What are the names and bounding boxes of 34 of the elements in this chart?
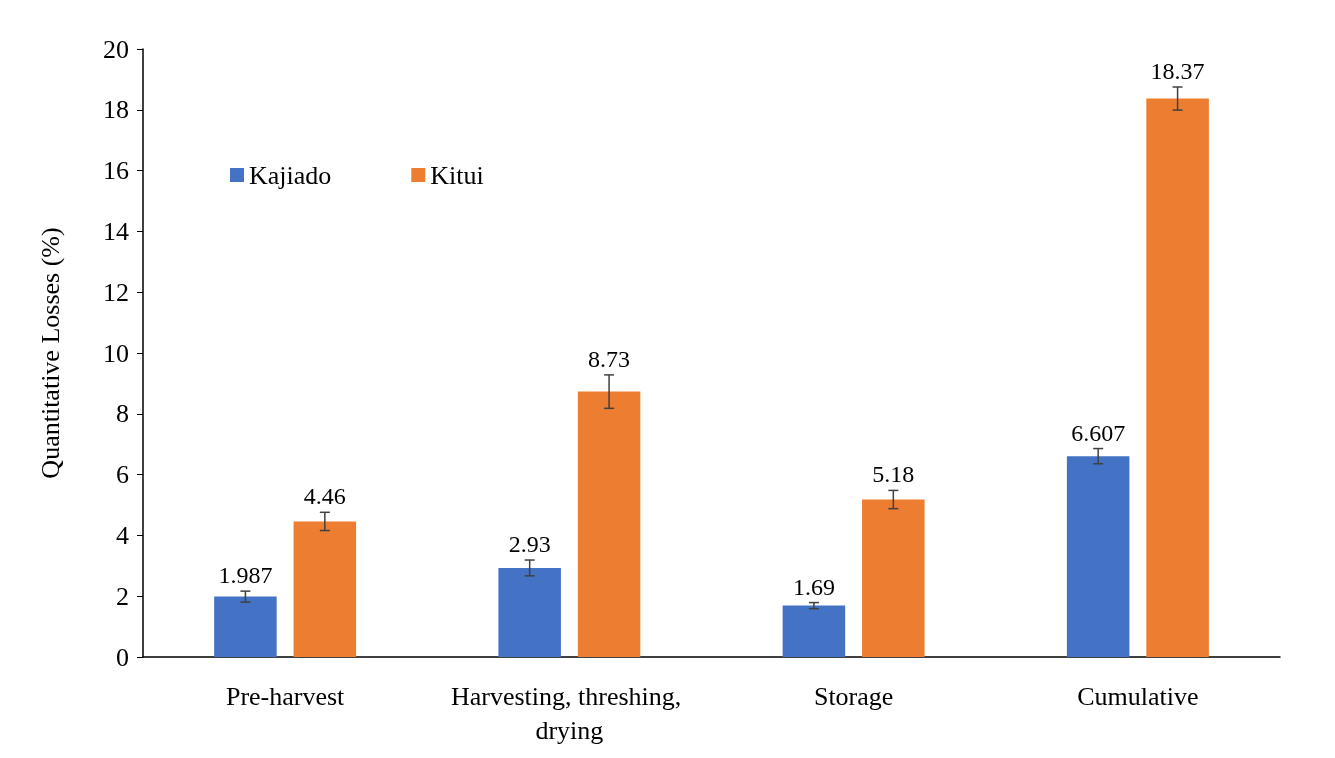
bar bbox=[1146, 98, 1209, 657]
y-tick-label: 18 bbox=[103, 95, 129, 125]
data-label: 1.69 bbox=[792, 573, 835, 600]
data-label: 5.18 bbox=[872, 461, 915, 488]
data-label: 6.607 bbox=[1071, 419, 1126, 446]
y-tick-label: 8 bbox=[116, 399, 129, 429]
y-tick-label: 0 bbox=[116, 642, 129, 672]
y-axis-title: Quantitative Losses (%) bbox=[35, 227, 65, 479]
data-label: 18.37 bbox=[1150, 58, 1205, 84]
y-tick-label: 12 bbox=[103, 277, 129, 307]
bar bbox=[498, 567, 561, 657]
x-tick-label: Pre-harvest bbox=[225, 681, 346, 711]
y-tick-label: 4 bbox=[116, 520, 129, 550]
bar bbox=[293, 521, 357, 657]
data-label: 4.46 bbox=[303, 483, 346, 510]
legend-label: Kitui bbox=[430, 160, 484, 190]
x-tick-label: Harvesting, threshing, drying bbox=[450, 681, 688, 745]
bar bbox=[1066, 456, 1130, 657]
bar bbox=[214, 596, 277, 657]
y-tick-label: 14 bbox=[103, 216, 129, 246]
x-tick-label: Cumulative bbox=[1077, 681, 1199, 711]
y-tick-label: 2 bbox=[116, 581, 129, 611]
data-label: 8.73 bbox=[588, 345, 631, 372]
y-tick-label: 16 bbox=[103, 156, 129, 186]
y-tick-label: 10 bbox=[103, 338, 129, 368]
bar bbox=[782, 605, 846, 657]
bar bbox=[577, 391, 641, 657]
data-label: 1.987 bbox=[218, 562, 273, 589]
x-tick-label: Storage bbox=[813, 681, 894, 711]
legend-label: Kajiado bbox=[249, 160, 332, 190]
bar bbox=[862, 499, 925, 657]
data-label: 2.93 bbox=[508, 531, 551, 558]
y-tick-label: 6 bbox=[116, 460, 129, 490]
y-tick-label: 20 bbox=[103, 34, 129, 64]
